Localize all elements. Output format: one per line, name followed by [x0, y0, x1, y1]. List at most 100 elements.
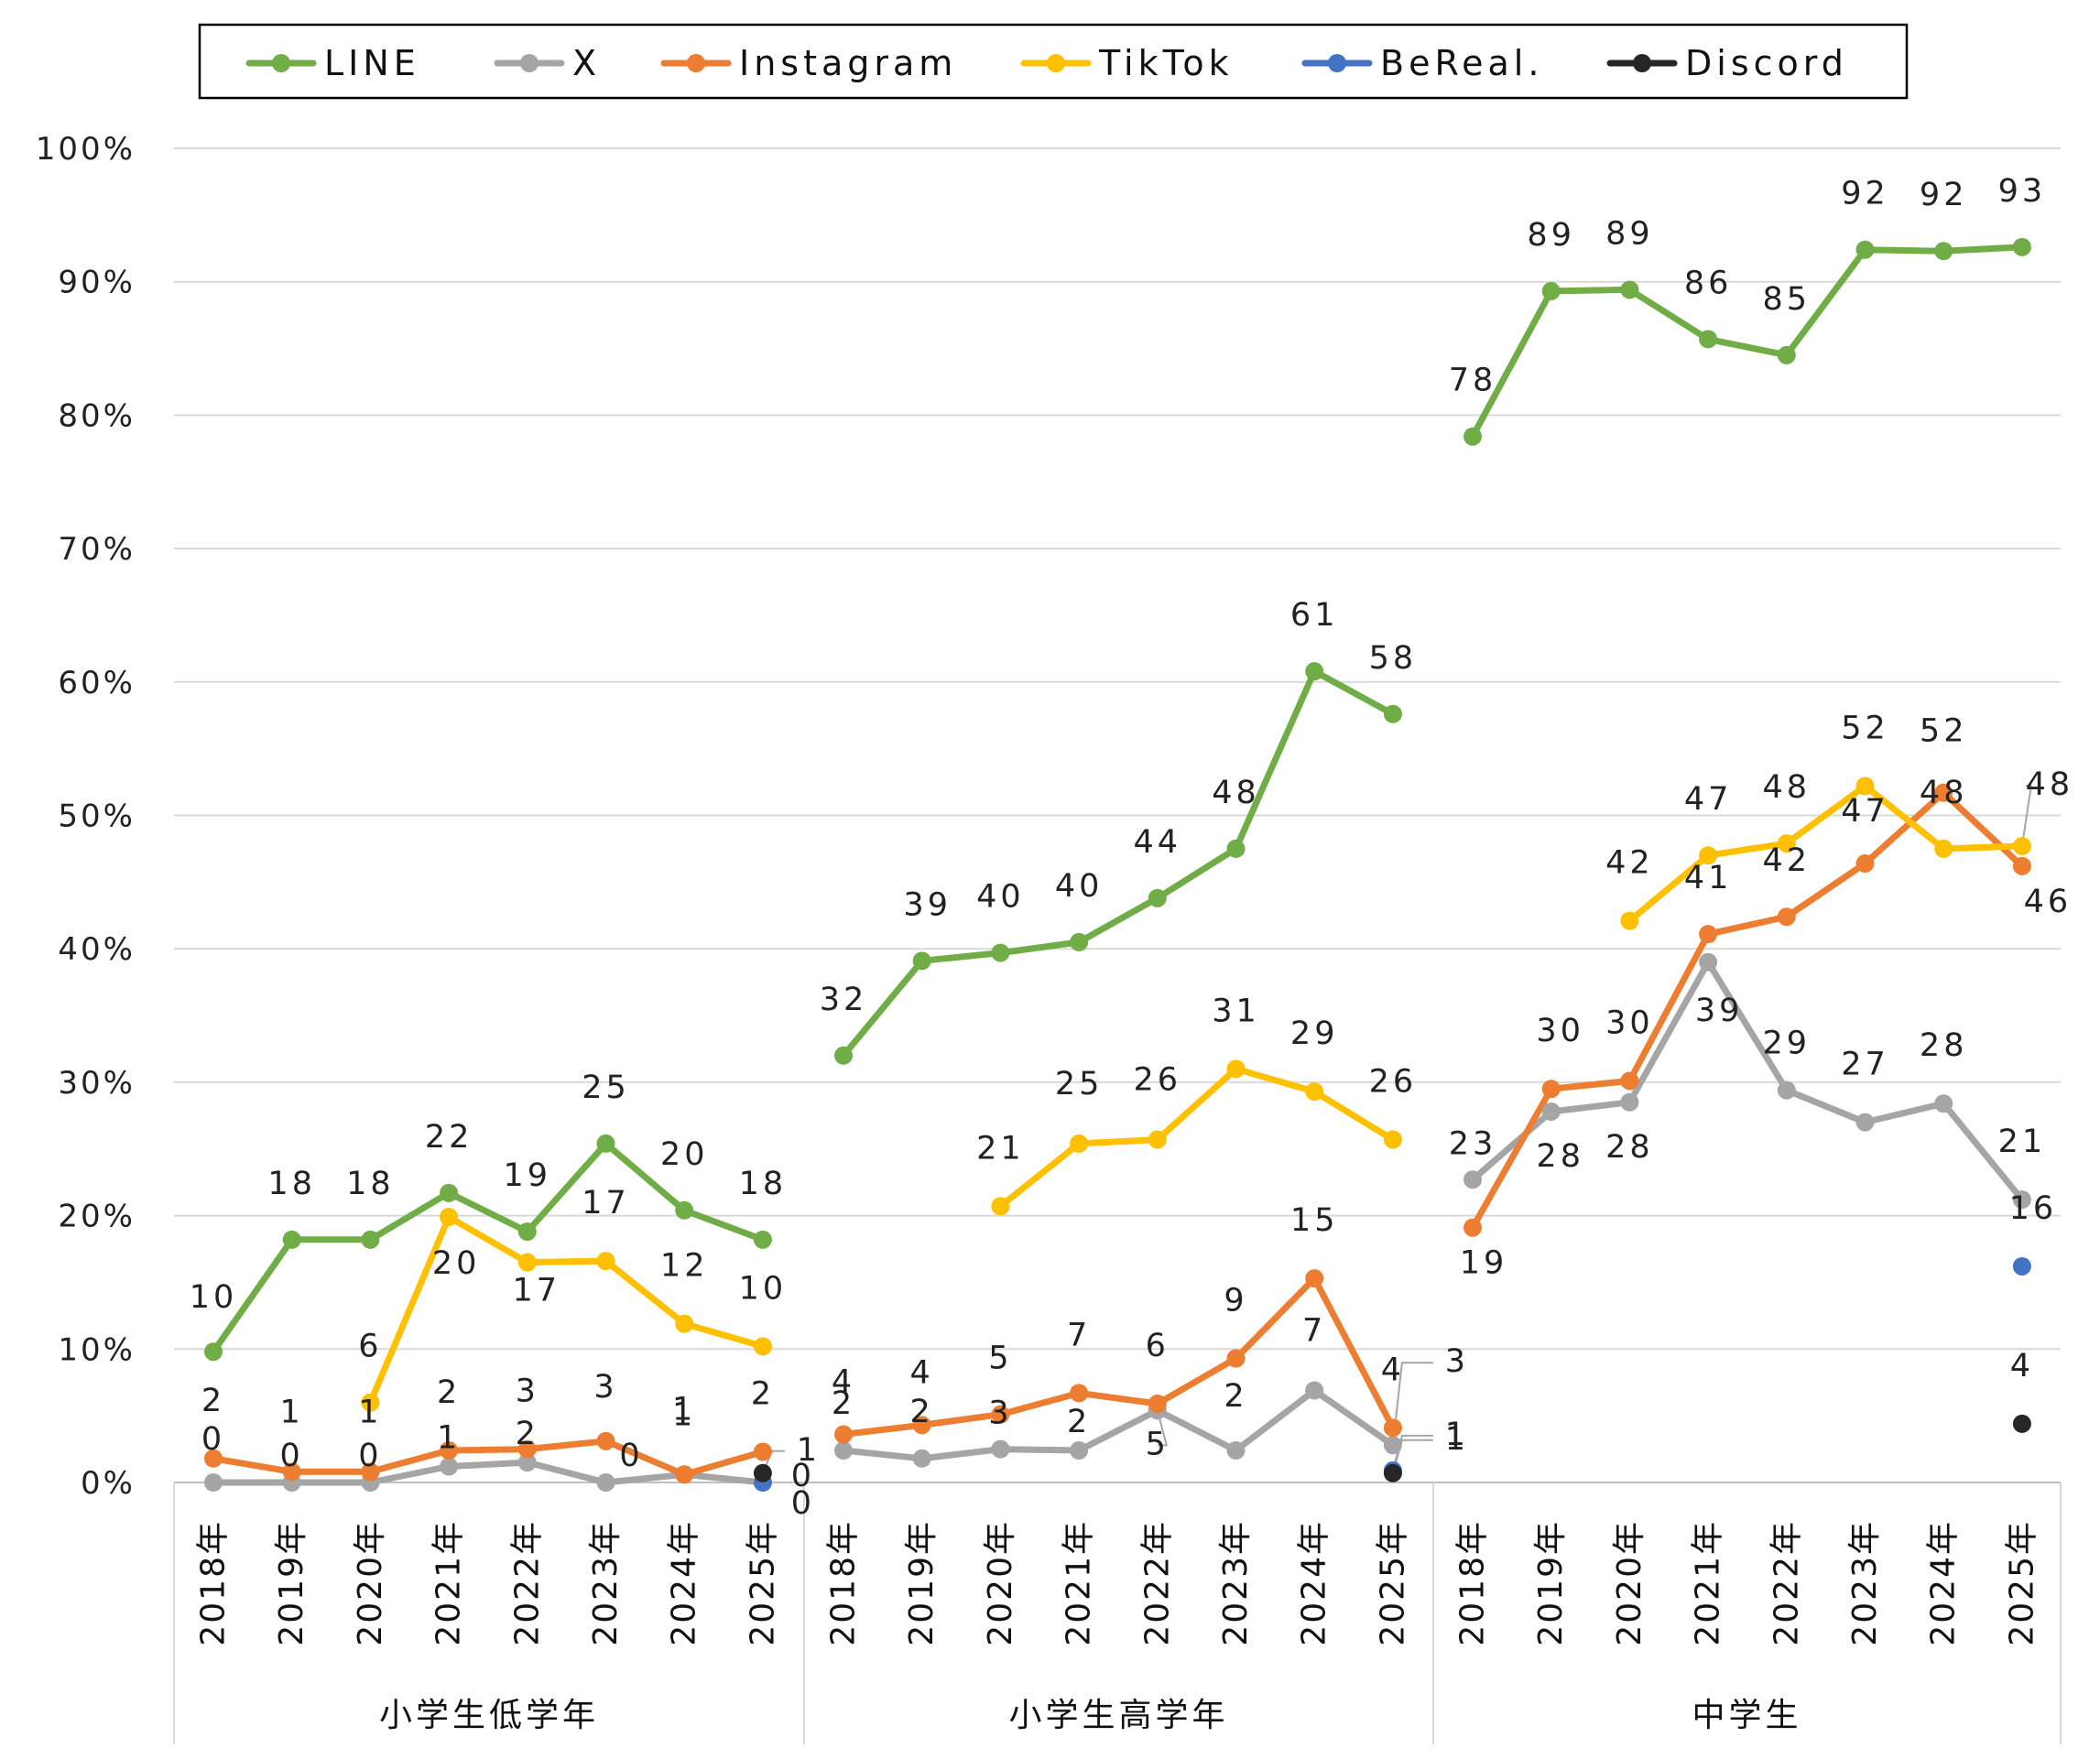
data-point-x [1305, 1381, 1324, 1400]
data-point-instagram [440, 1441, 459, 1460]
data-label-instagram: 7 [1067, 1317, 1091, 1353]
year-tick-label: 2021年 [1690, 1520, 1727, 1646]
legend-label-line: LINE [324, 43, 420, 83]
data-label-tiktok: 6 [358, 1329, 382, 1365]
data-label-instagram: 9 [1224, 1282, 1247, 1319]
data-label-line: 18 [346, 1166, 395, 1202]
year-tick-label: 2022年 [1138, 1520, 1176, 1646]
data-point-x [1070, 1441, 1089, 1460]
data-point-line [1463, 427, 1482, 446]
data-label-line: 58 [1369, 640, 1418, 677]
data-point-instagram [1070, 1384, 1089, 1403]
data-point-x [991, 1439, 1010, 1459]
data-label-line: 39 [903, 886, 952, 923]
year-tick-label: 2025年 [744, 1520, 781, 1646]
data-label-instagram: 1 [672, 1396, 696, 1433]
data-point-instagram [204, 1449, 223, 1468]
year-tick-label: 2018年 [195, 1520, 233, 1646]
data-point-line [1777, 345, 1796, 364]
y-tick-label: 40% [58, 931, 136, 968]
data-label-x: 21 [1998, 1124, 2047, 1160]
year-tick-label: 2019年 [1532, 1520, 1570, 1646]
data-label-instagram: 46 [2024, 884, 2073, 920]
data-point-line [675, 1200, 694, 1220]
year-tick-label: 2018年 [1454, 1520, 1492, 1646]
data-label-line: 86 [1684, 265, 1733, 301]
data-label-instagram: 15 [1290, 1202, 1339, 1239]
data-label-x: 5 [1146, 1426, 1170, 1462]
data-label-bereal: 0 [791, 1485, 815, 1522]
data-point-instagram [834, 1425, 853, 1444]
data-label-line: 89 [1605, 215, 1654, 252]
year-tick-label: 2019年 [273, 1520, 310, 1646]
data-label-tiktok: 12 [660, 1248, 709, 1285]
data-label-instagram: 2 [201, 1383, 225, 1419]
series-line-instagram [1469, 789, 2026, 1232]
data-point-tiktok [2012, 837, 2031, 856]
data-point-line [596, 1134, 615, 1153]
data-label-tiktok: 47 [1684, 781, 1733, 818]
data-point-instagram [517, 1439, 537, 1459]
year-tick-label: 2021年 [1061, 1520, 1098, 1646]
data-label-x: 0 [201, 1421, 225, 1458]
data-label-tiktok: 17 [513, 1273, 561, 1309]
data-label-x: 2 [910, 1394, 934, 1430]
data-point-tiktok [361, 1393, 380, 1412]
data-label-tiktok: 10 [739, 1270, 788, 1307]
data-label-x: 7 [1302, 1312, 1326, 1349]
data-label-tiktok: 17 [582, 1185, 630, 1222]
data-label-instagram: 1 [280, 1394, 304, 1430]
y-tick-label: 30% [58, 1065, 136, 1102]
data-point-x [2012, 1190, 2031, 1210]
legend: LINE X Instagram TikTok BeReal. Discord [198, 23, 1909, 100]
data-label-instagram: 3 [516, 1374, 539, 1410]
data-label-x: 1 [437, 1420, 461, 1457]
data-point-x [834, 1441, 853, 1460]
y-axis-ticks: 0% 10% 20% 30% 40% 50% 60% 70% 80% 90% 100% [36, 131, 136, 1502]
data-point-line [361, 1230, 380, 1249]
data-point-x [1934, 1094, 1953, 1113]
data-label-instagram: 3 [593, 1369, 617, 1406]
data-label-line: 19 [504, 1157, 552, 1194]
data-label-x: 1 [672, 1391, 696, 1428]
data-point-instagram [1541, 1080, 1561, 1099]
year-tick-label: 2023年 [587, 1520, 625, 1646]
data-label-x: 3 [988, 1395, 1012, 1432]
data-label-tiktok: 52 [1841, 710, 1889, 746]
data-point-instagram [1934, 783, 1953, 802]
series-line-line [1469, 244, 2026, 440]
data-label-instagram: 4 [910, 1354, 934, 1391]
data-point-line [912, 951, 931, 971]
data-point-x [596, 1473, 615, 1492]
data-point-line [517, 1222, 537, 1242]
data-point-line [1699, 330, 1718, 349]
data-label-line: 25 [582, 1070, 630, 1106]
label-leader-line [1156, 1410, 1169, 1447]
year-tick-label: 2024年 [666, 1520, 703, 1646]
year-tick-label: 2025年 [1374, 1520, 1411, 1646]
y-tick-label: 20% [58, 1199, 136, 1235]
data-point-instagram [1855, 853, 1875, 873]
data-label-instagram: 2 [751, 1375, 775, 1412]
data-point-line [440, 1183, 459, 1202]
legend-marker-discord [1633, 54, 1651, 72]
data-label-line: 78 [1449, 363, 1497, 399]
data-point-tiktok [991, 1197, 1010, 1216]
data-label-instagram: 42 [1763, 842, 1812, 879]
data-point-tiktok [1699, 846, 1718, 865]
data-point-line [1070, 932, 1089, 951]
data-point-tiktok [753, 1337, 772, 1356]
year-tick-label: 2018年 [825, 1520, 863, 1646]
year-tick-label: 2020年 [1611, 1520, 1648, 1646]
data-label-instagram: 30 [1536, 1013, 1584, 1049]
data-point-line [282, 1230, 301, 1249]
data-label-x: 2 [1224, 1378, 1247, 1415]
data-label-x: 3 [1445, 1343, 1469, 1380]
data-point-line [753, 1230, 772, 1249]
data-point-x [1699, 952, 1718, 972]
y-tick-label: 70% [58, 531, 136, 568]
legend-marker-x [520, 54, 539, 72]
series-line-x [840, 1387, 1397, 1462]
data-label-discord: 4 [2010, 1348, 2034, 1384]
